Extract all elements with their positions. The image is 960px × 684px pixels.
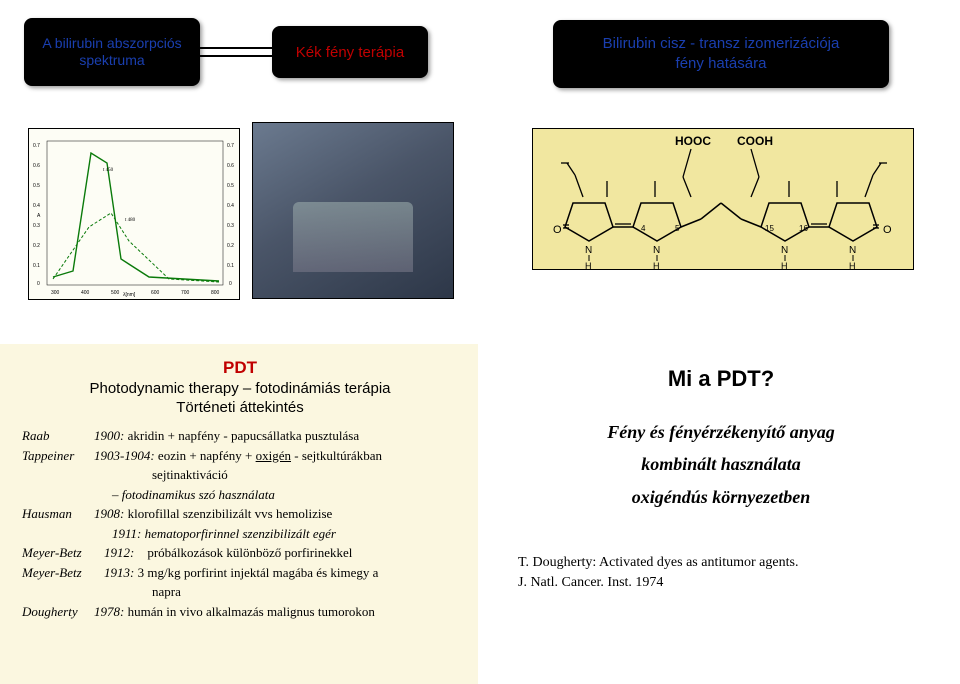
svg-text:H: H — [653, 261, 660, 269]
svg-text:800: 800 — [211, 290, 220, 296]
svg-text:600: 600 — [151, 290, 160, 296]
svg-text:COOH: COOH — [737, 134, 773, 148]
svg-text:H: H — [849, 261, 856, 269]
svg-text:0.2: 0.2 — [33, 243, 40, 249]
svg-text:O: O — [553, 224, 562, 236]
svg-text:H: H — [585, 261, 592, 269]
svg-text:0.3: 0.3 — [33, 223, 40, 229]
slide-bottom-left: PDT Photodynamic therapy – fotodinámiás … — [0, 344, 478, 684]
svg-text:16: 16 — [799, 224, 808, 233]
svg-text:N: N — [781, 245, 788, 256]
box-absorption: A bilirubin abszorpciós spektruma — [24, 18, 200, 86]
slide-top-right: Bilirubin cisz - transz izomerizációja f… — [482, 0, 960, 340]
q2-title-line2: fény hatására — [676, 54, 767, 74]
svg-text:A: A — [37, 213, 41, 219]
svg-text:N: N — [585, 245, 592, 256]
svg-text:t 450: t 450 — [103, 168, 114, 173]
q3-title-pdt: PDT — [22, 358, 458, 378]
svg-text:0.6: 0.6 — [227, 163, 234, 169]
q4-body: Fény és fényérzékenyítő anyag kombinált … — [510, 416, 932, 513]
svg-text:HOOC: HOOC — [675, 134, 711, 148]
svg-text:0.3: 0.3 — [227, 223, 234, 229]
svg-text:O: O — [883, 224, 892, 236]
svg-text:700: 700 — [181, 290, 190, 296]
bilirubin-structure: HOOC COOH — [532, 128, 914, 270]
therapy-photo — [252, 122, 454, 299]
svg-text:λ[nm]: λ[nm] — [123, 292, 136, 298]
svg-text:300: 300 — [51, 290, 60, 296]
svg-text:4: 4 — [641, 224, 646, 233]
absorption-spectrum-chart: 0.7 0.6 0.5 0.4 0.3 0.2 0.1 0 0.7 0.6 0.5 0.4 0.… — [28, 128, 240, 300]
svg-text:0.6: 0.6 — [33, 163, 40, 169]
svg-text:H: H — [781, 261, 788, 269]
slide-top-left: A bilirubin abszorpciós spektruma Kék fé… — [0, 0, 478, 340]
svg-text:0.7: 0.7 — [227, 143, 234, 149]
svg-text:400: 400 — [81, 290, 90, 296]
q3-history-list: Raab1900: akridin + napfény - papucsálla… — [22, 426, 458, 621]
q3-hist: Történeti áttekintés — [22, 399, 458, 416]
svg-text:0: 0 — [37, 281, 40, 287]
q1-title-row: A bilirubin abszorpciós spektruma Kék fé… — [24, 18, 478, 118]
box-right-text: Kék fény terápia — [296, 44, 404, 61]
svg-text:15: 15 — [765, 224, 774, 233]
q4-reference: T. Dougherty: Activated dyes as antitumo… — [518, 553, 932, 592]
q4-title: Mi a PDT? — [510, 366, 932, 392]
box-isomerization: Bilirubin cisz - transz izomerizációja f… — [553, 20, 889, 88]
q3-subtitle: Photodynamic therapy – fotodinámiás terá… — [22, 380, 458, 397]
connector-line — [200, 46, 272, 58]
q2-title-line1: Bilirubin cisz - transz izomerizációja — [603, 34, 840, 54]
svg-text:0: 0 — [229, 281, 232, 287]
svg-text:0.5: 0.5 — [227, 183, 234, 189]
svg-text:0.5: 0.5 — [33, 183, 40, 189]
svg-text:0.2: 0.2 — [227, 243, 234, 249]
svg-text:N: N — [653, 245, 660, 256]
svg-text:0.4: 0.4 — [227, 203, 234, 209]
box-left-line2: spektruma — [42, 52, 181, 70]
slide-bottom-right: Mi a PDT? Fény és fényérzékenyítő anyag … — [482, 344, 960, 684]
svg-text:N: N — [849, 245, 856, 256]
svg-text:0.4: 0.4 — [33, 203, 40, 209]
svg-text:0.1: 0.1 — [33, 263, 40, 269]
svg-text:0.7: 0.7 — [33, 143, 40, 149]
svg-text:0.1: 0.1 — [227, 263, 234, 269]
svg-text:5: 5 — [675, 224, 680, 233]
box-therapy: Kék fény terápia — [272, 26, 428, 78]
svg-text:500: 500 — [111, 290, 120, 296]
box-left-line1: A bilirubin abszorpciós — [42, 35, 181, 53]
svg-text:t 480: t 480 — [125, 218, 136, 223]
